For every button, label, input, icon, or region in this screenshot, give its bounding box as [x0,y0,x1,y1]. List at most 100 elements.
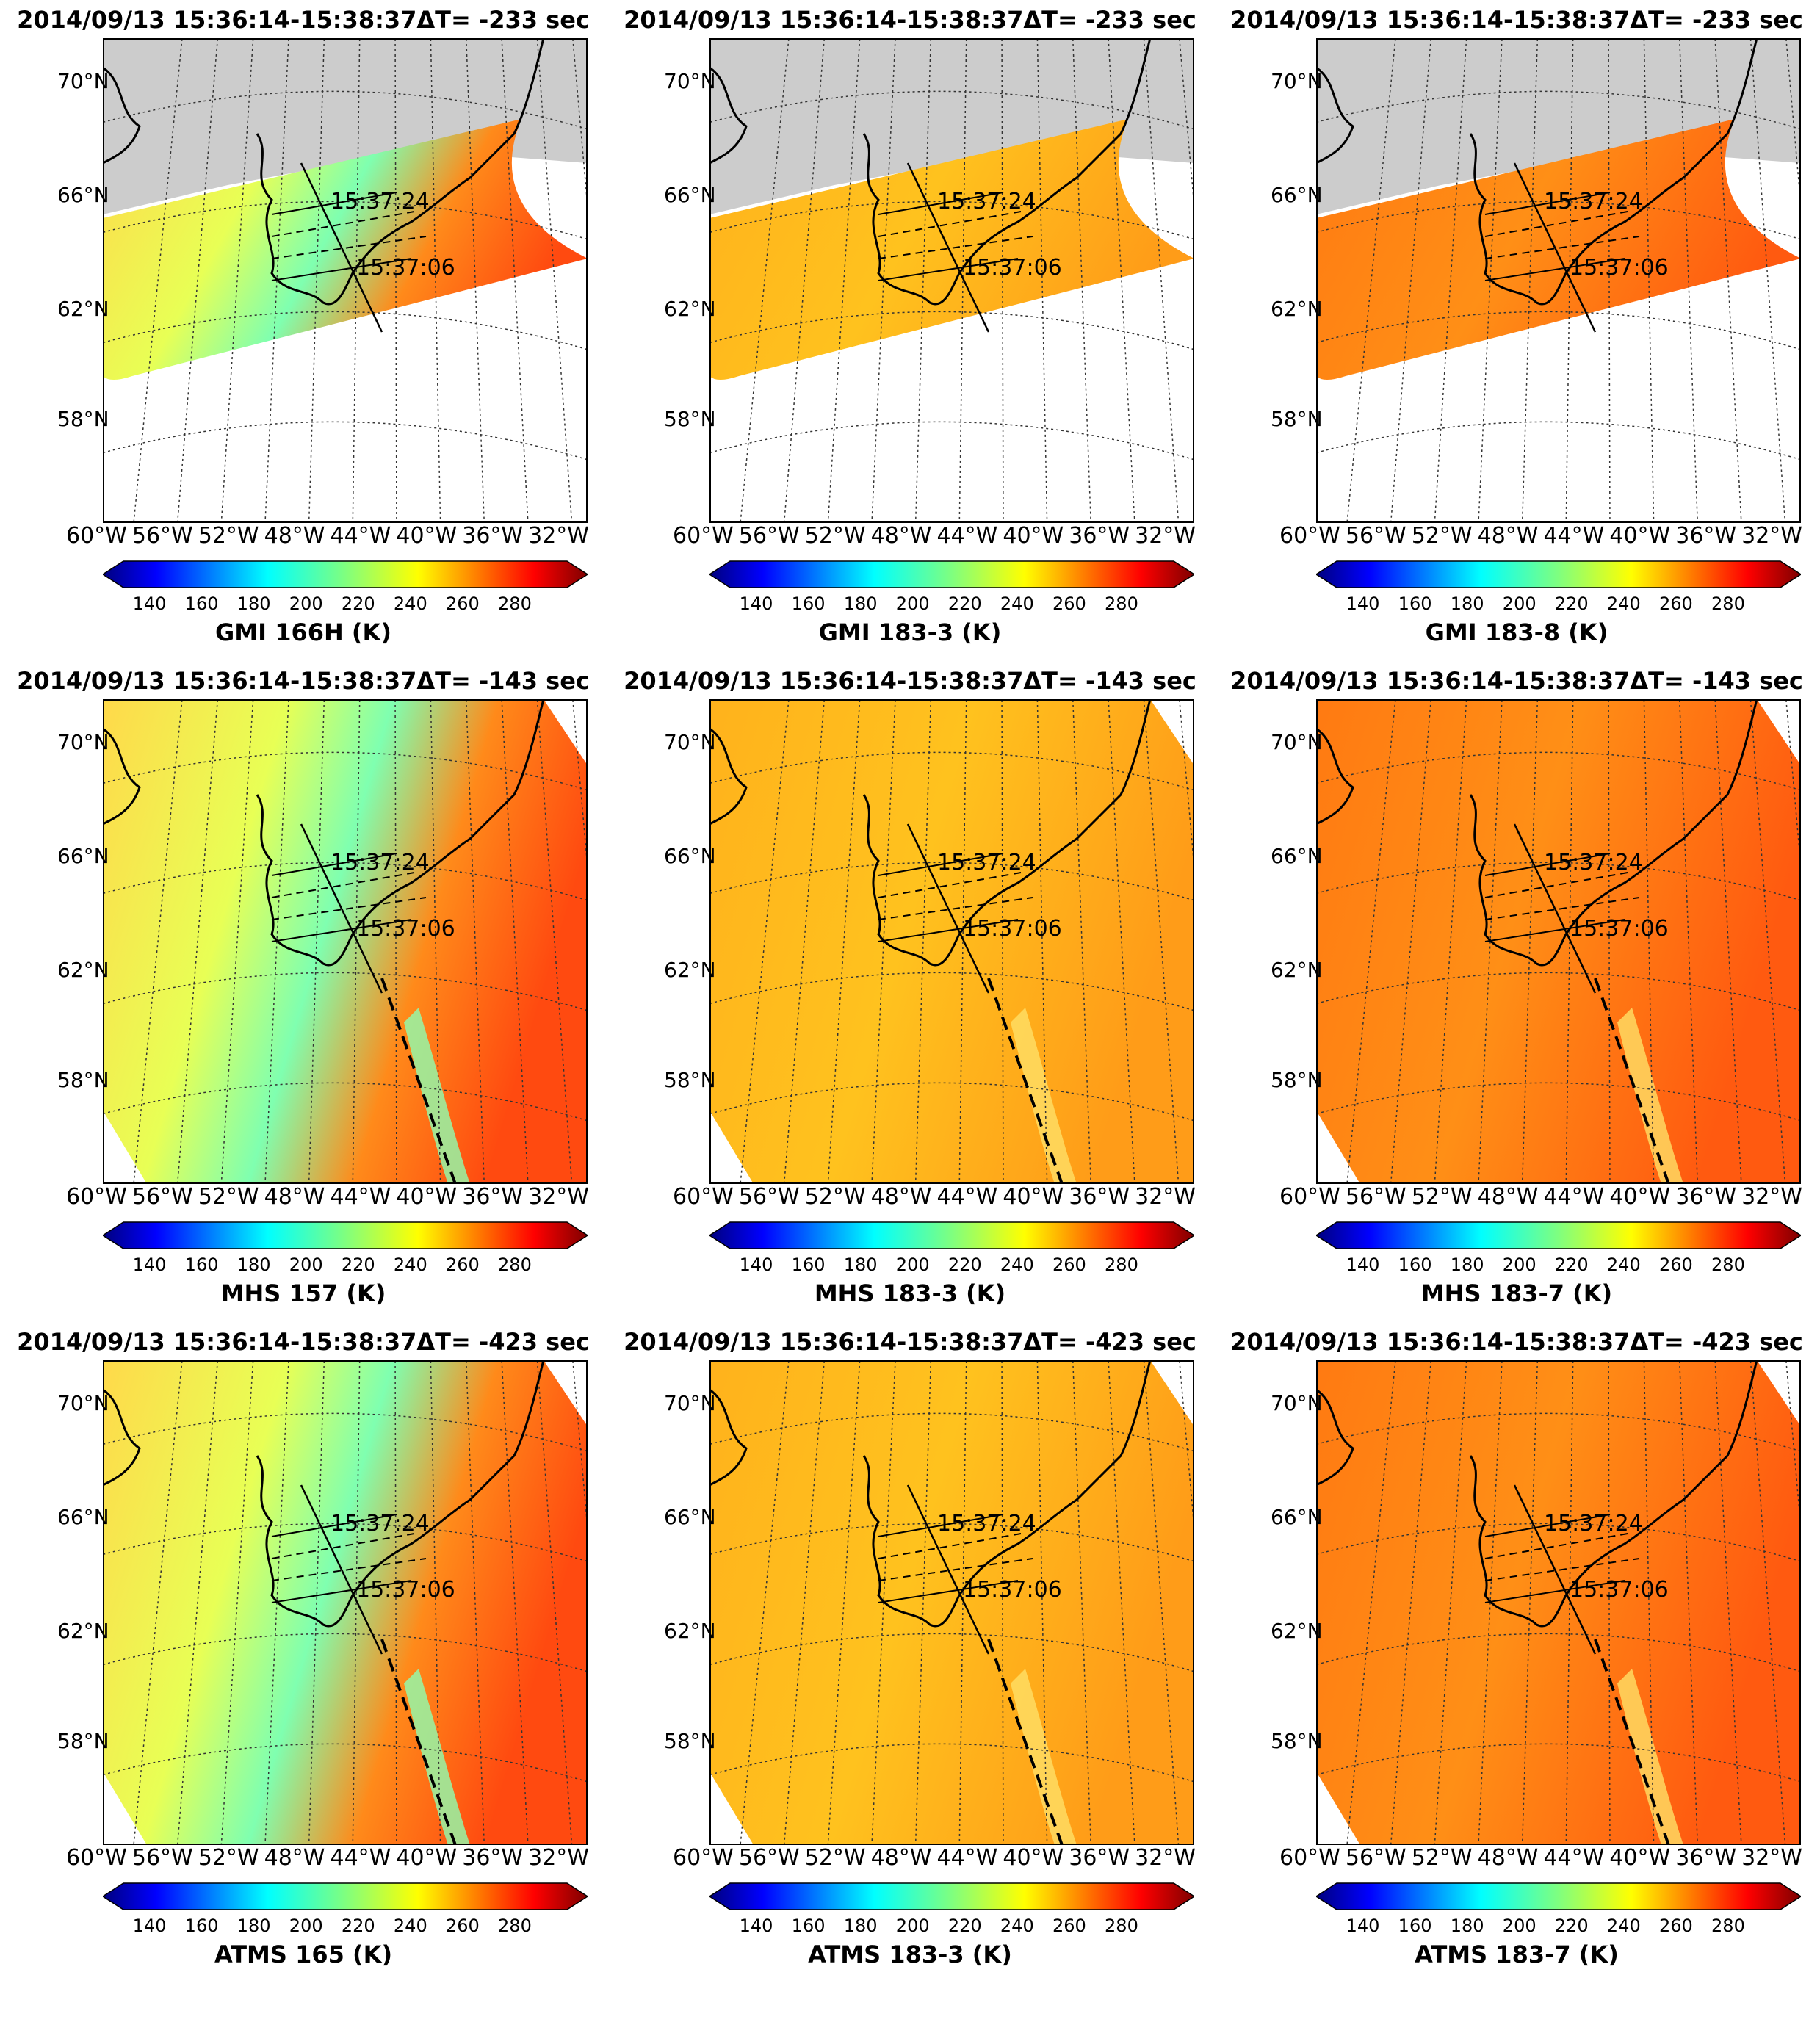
longitude-label: 44°W [330,1845,391,1871]
longitude-labels: 60°W 56°W 52°W 48°W 44°W 40°W 36°W 32°W [1279,1845,1802,1871]
colorbar-tick-label: 280 [1105,1254,1138,1275]
time-label-start: 15:37:24 [331,189,430,214]
latitude-label: 62°N [1271,1619,1323,1643]
longitude-label: 48°W [1477,523,1539,549]
time-label-end: 15:37:06 [356,916,455,942]
colorbar-tick-label: 260 [1658,593,1693,614]
time-label-start: 15:37:24 [937,1511,1036,1537]
colorbar-tick-label: 280 [498,1916,532,1936]
longitude-labels: 60°W 56°W 52°W 48°W 44°W 40°W 36°W 32°W [66,523,589,549]
colorbar-tick-label: 220 [1554,593,1589,614]
longitude-label: 40°W [1003,1845,1064,1871]
colorbar [709,1221,1194,1249]
longitude-label: 40°W [1609,1184,1671,1210]
colorbar-tick-label: 220 [1554,1916,1589,1936]
colorbar-tick-label: 280 [498,1254,532,1275]
longitude-label: 32°W [1741,1184,1802,1210]
colorbar-tick-label: 240 [1606,1254,1641,1275]
latitude-label: 62°N [1271,958,1323,982]
latitude-label: 70°N [57,69,109,93]
time-label-start: 15:37:24 [1544,850,1643,875]
colorbar-tick-label: 240 [1000,593,1034,614]
colorbar-tick-label: 240 [393,1916,427,1936]
colorbar-tick-label: 180 [236,1916,271,1936]
colorbar-label: GMI 183-3 (K) [818,618,1002,646]
colorbar-tick-label: 140 [132,1254,167,1275]
time-label-end: 15:37:06 [963,255,1062,281]
colorbar-label: ATMS 183-7 (K) [1415,1940,1619,1968]
colorbar-gradient [709,1221,1194,1249]
longitude-label: 60°W [1279,523,1340,549]
colorbar-tick-label: 200 [1502,1254,1536,1275]
latitude-label: 66°N [664,1505,716,1529]
longitude-label: 36°W [1069,1845,1130,1871]
longitude-label: 48°W [870,1184,932,1210]
map-panel: 2014/09/13 15:36:14-15:38:37ΔT= -423 sec… [607,1322,1213,1983]
longitude-label: 48°W [1477,1184,1539,1210]
map-plot: 15:37:24 15:37:06 [709,1360,1194,1845]
swath-data [103,699,588,1184]
colorbar-tick-label: 220 [341,593,375,614]
longitude-label: 44°W [936,1184,998,1210]
colorbar-tick-label: 260 [1658,1916,1693,1936]
longitude-label: 36°W [1675,1184,1737,1210]
track-lines [878,162,1033,333]
colorbar-tick-label: 180 [843,1254,878,1275]
track-lines [878,1484,1064,1845]
swath-data [709,1360,1194,1845]
colorbar-tick-label: 180 [236,1254,271,1275]
longitude-label: 48°W [264,1845,325,1871]
colorbar-label: ATMS 183-3 (K) [808,1940,1012,1968]
graticule [103,38,588,523]
longitude-label: 56°W [738,1184,800,1210]
colorbar-tick-label: 140 [739,1254,773,1275]
colorbar [709,560,1194,588]
baffin-coastline [709,66,748,165]
colorbar-label: GMI 166H (K) [215,618,391,646]
panel-title: 2014/09/13 15:36:14-15:38:37ΔT= -423 sec [624,1328,1196,1356]
map-frame [709,699,1194,1184]
colorbar-tick-label: 180 [1450,593,1484,614]
panel-title: 2014/09/13 15:36:14-15:38:37ΔT= -423 sec [1230,1328,1803,1356]
colorbar-tick-label: 140 [739,1916,773,1936]
time-label-start: 15:37:24 [937,850,1036,875]
colorbar-tick-label: 240 [1606,593,1641,614]
time-label-end: 15:37:06 [1570,255,1669,281]
graticule [709,699,1194,1184]
baffin-coastline [103,66,141,165]
swath-edges [1484,192,1625,281]
swath-data [1316,119,1801,380]
longitude-label: 56°W [1345,1184,1406,1210]
swath-edges [1484,853,1625,942]
longitude-label: 36°W [1675,523,1737,549]
latitude-label: 62°N [57,1619,109,1643]
longitude-label: 52°W [198,1845,259,1871]
colorbar-tick-label: 280 [1105,1916,1138,1936]
time-label-end: 15:37:06 [963,916,1062,942]
longitude-label: 56°W [1345,523,1406,549]
colorbar-tick-label: 260 [445,593,480,614]
colorbar-tick-label: 200 [1502,593,1536,614]
latitude-label: 70°N [1271,69,1323,93]
time-label-start: 15:37:24 [331,1511,430,1537]
map-panel: 2014/09/13 15:36:14-15:38:37ΔT= -233 sec… [607,0,1213,661]
no-data-region [1316,38,1801,214]
colorbar-tick-label: 220 [341,1916,375,1936]
colorbar-tick-label: 260 [445,1254,480,1275]
longitude-label: 60°W [673,1845,734,1871]
longitude-label: 32°W [1741,523,1802,549]
cold-band [1617,1008,1683,1184]
longitude-labels: 60°W 56°W 52°W 48°W 44°W 40°W 36°W 32°W [673,1184,1196,1210]
panel-title: 2014/09/13 15:36:14-15:38:37ΔT= -233 sec [624,6,1196,34]
latitude-label: 66°N [1271,844,1323,868]
cold-band [1011,1669,1077,1845]
colorbar-tick-label: 240 [1606,1916,1641,1936]
swath-edges [878,853,1019,942]
baffin-coastline [103,1388,141,1487]
time-label-end: 15:37:06 [963,1577,1062,1603]
longitude-label: 56°W [131,1184,193,1210]
latitude-label: 70°N [57,730,109,754]
swath-data [103,119,588,380]
flight-track [300,162,383,333]
colorbar-tick-label: 260 [1052,593,1086,614]
